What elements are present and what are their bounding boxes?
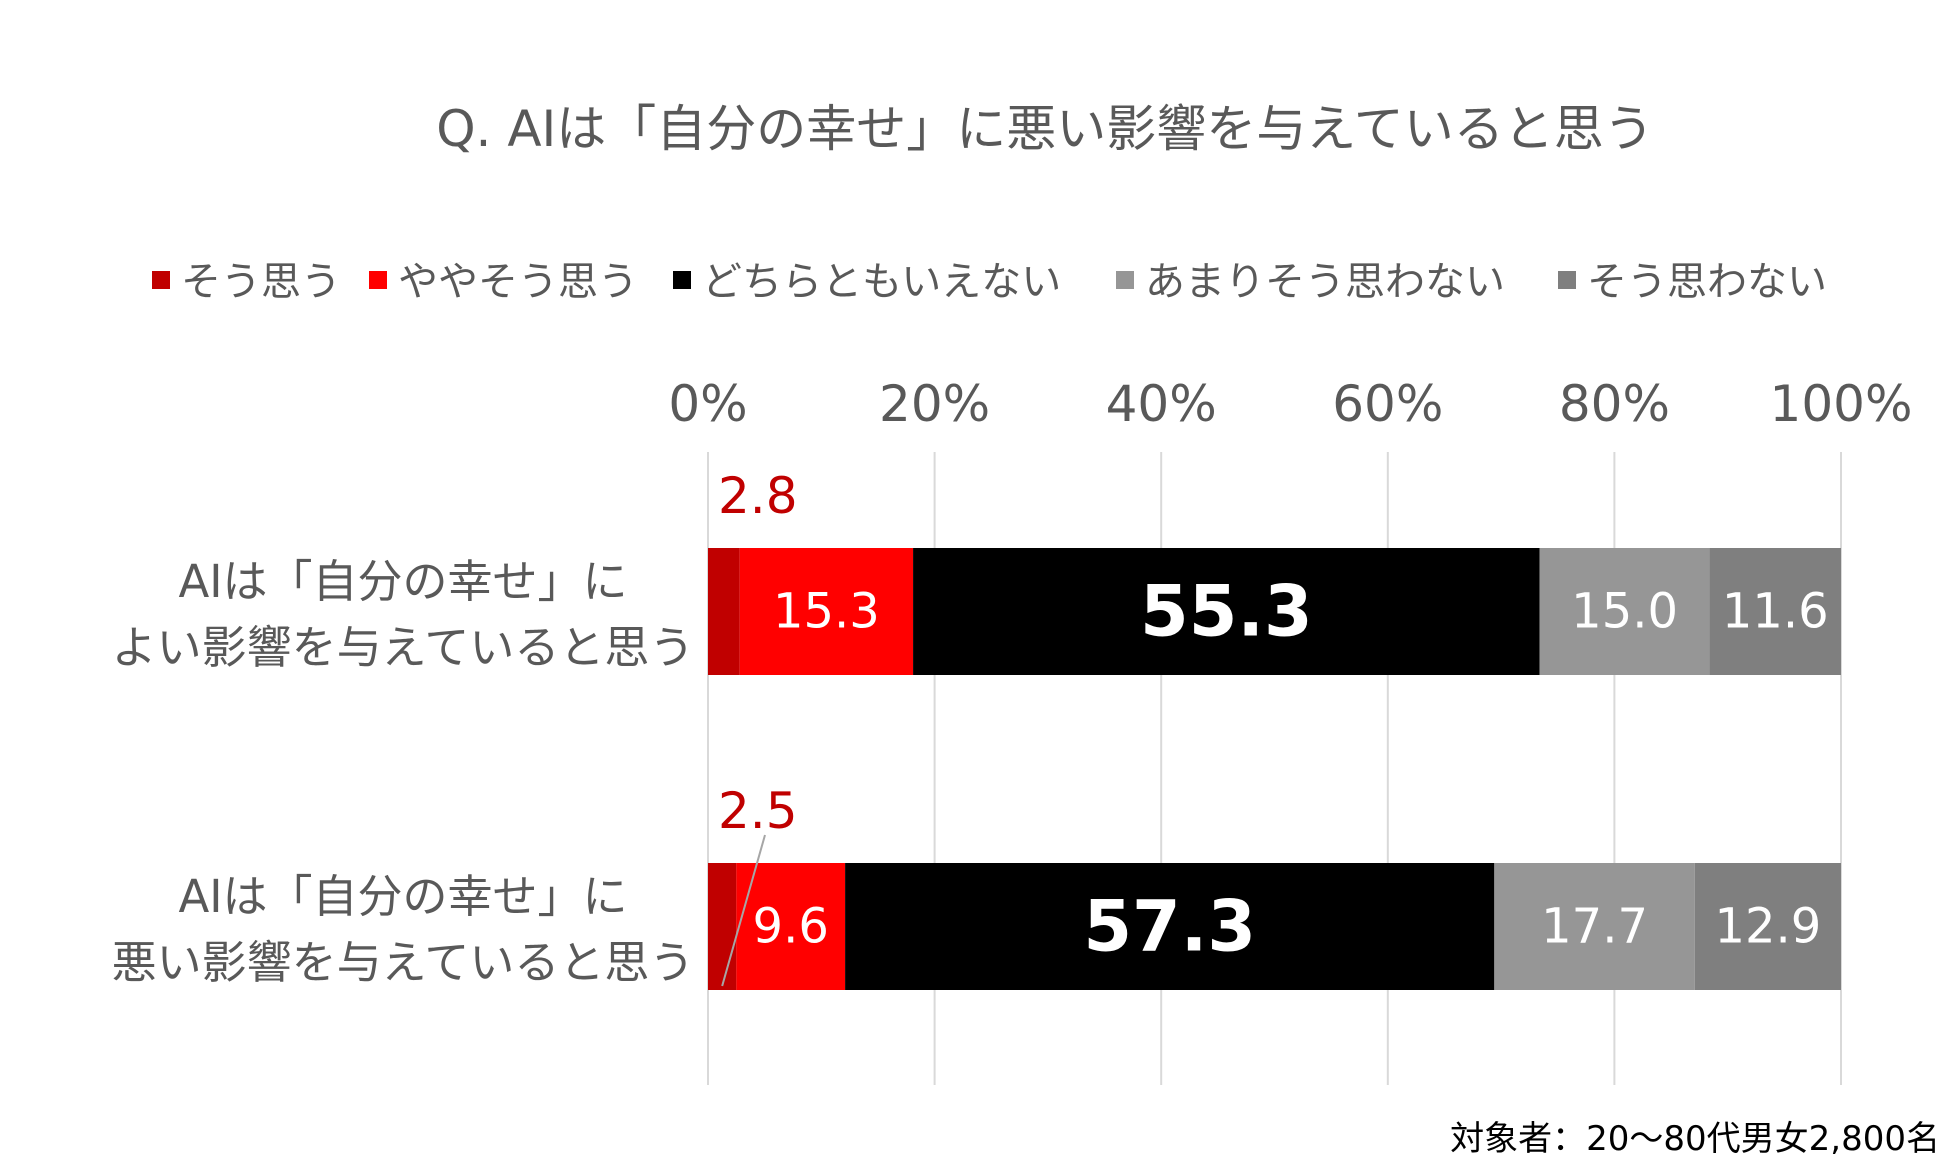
category-label: 悪い影響を与えていると思う: [112, 936, 695, 989]
gridlines: [707, 452, 1842, 1085]
data-label: 2.5: [718, 782, 798, 840]
bar-segment: [1709, 548, 1841, 675]
bar-segment: [1539, 548, 1710, 675]
legend-swatch: [673, 271, 691, 289]
bar-segment: [739, 548, 914, 675]
x-tick-label: 40%: [1106, 375, 1217, 433]
legend-label: どちらともいえない: [702, 259, 1061, 305]
data-label: 55.3: [1140, 571, 1313, 653]
x-tick-label: 20%: [879, 375, 990, 433]
sample-note: 対象者：20～80代男女2,800名: [1450, 1119, 1940, 1159]
legend-swatch: [369, 271, 387, 289]
category-labels: AIは「自分の幸せ」によい影響を与えていると思うAIは「自分の幸せ」に悪い影響を…: [112, 555, 695, 989]
bar-segment: [913, 548, 1540, 675]
bar-segment: [736, 863, 846, 990]
data-label: 12.9: [1714, 899, 1821, 955]
bar-segment: [708, 863, 737, 990]
data-label: 9.6: [753, 899, 829, 955]
x-tick-label: 80%: [1559, 375, 1670, 433]
bar-segment: [845, 863, 1495, 990]
legend-label: そう思わない: [1587, 259, 1827, 305]
leader-line: [721, 834, 766, 987]
category-label: AIは「自分の幸せ」に: [178, 555, 627, 608]
bars: [708, 548, 1841, 990]
legend-label: そう思う: [181, 259, 341, 305]
legend-label: ややそう思う: [398, 259, 638, 305]
category-label: よい影響を与えていると思う: [112, 621, 695, 674]
legend-swatch: [152, 271, 170, 289]
data-label: 11.6: [1722, 584, 1829, 640]
data-label: 15.0: [1571, 584, 1678, 640]
chart-title: Q. AIは「自分の幸せ」に悪い影響を与えていると思う: [436, 100, 1654, 158]
category-label: AIは「自分の幸せ」に: [178, 870, 627, 923]
bar-segment: [708, 548, 740, 675]
data-label: 15.3: [773, 584, 880, 640]
x-axis-tick-labels: 0% 20% 40% 60% 80% 100%: [668, 375, 1912, 433]
x-tick-label: 100%: [1770, 375, 1913, 433]
legend-swatch: [1558, 271, 1576, 289]
data-label: 2.8: [718, 467, 798, 525]
data-label: 57.3: [1083, 886, 1256, 968]
x-tick-label: 60%: [1332, 375, 1443, 433]
bar-segment: [1694, 863, 1841, 990]
data-label: 17.7: [1541, 899, 1648, 955]
x-tick-label: 0%: [668, 375, 747, 433]
legend: そう思う ややそう思う どちらともいえない あまりそう思わない そう思わない: [152, 259, 1827, 305]
legend-label: あまりそう思わない: [1145, 259, 1505, 305]
data-labels: 2.8 15.3 55.3 15.0 11.6 2.5 9.6 57.3 17.7 12.9: [718, 467, 1829, 987]
legend-swatch: [1116, 271, 1134, 289]
bar-segment: [1494, 863, 1695, 990]
